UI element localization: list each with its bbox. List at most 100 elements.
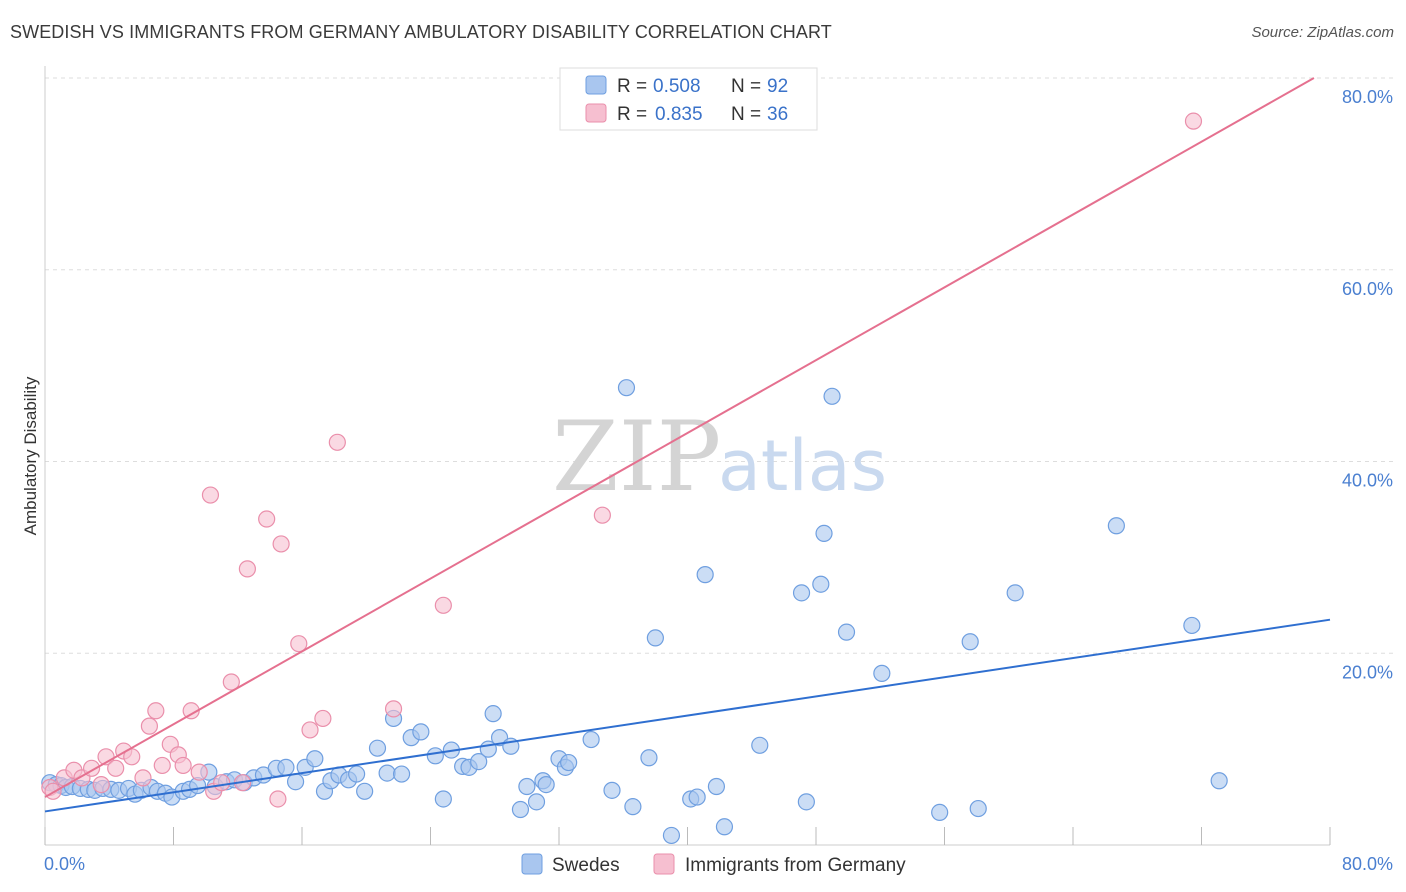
source-label: Source: ZipAtlas.com (1251, 24, 1394, 41)
germany-point-19 (190, 763, 208, 781)
germany-point-12 (140, 717, 159, 735)
x-tick-labels: 0.0% 80.0% (44, 854, 1393, 874)
swedes-point-72 (696, 566, 714, 584)
y-tick-labels: 20.0% 40.0% 60.0% 80.0% (1342, 87, 1393, 682)
swedes-point-85 (969, 799, 987, 818)
germany-point-32 (328, 433, 346, 451)
germany-point-1 (44, 782, 62, 800)
swedes-point-40 (378, 764, 396, 782)
germany-point-30 (301, 721, 319, 739)
axes (44, 66, 1331, 846)
swedes-point-76 (792, 584, 811, 602)
swedes-point-67 (640, 749, 658, 767)
chart-title: SWEDISH VS IMMIGRANTS FROM GERMANY AMBUL… (10, 22, 832, 42)
swedes-point-64 (603, 781, 621, 799)
swedes-point-84 (961, 633, 979, 651)
bottom-legend-label-germany: Immigrants from Germany (685, 855, 906, 876)
germany-trend-line (44, 77, 1315, 798)
swedes-point-39 (368, 739, 387, 757)
legend-swatch-pink (585, 103, 607, 123)
bottom-legend-swatch-germany (653, 853, 675, 875)
x-tick-label-0: 0.0% (44, 854, 85, 874)
germany-point-27 (269, 790, 287, 808)
legend-swatch-blue (585, 75, 607, 95)
swedes-point-57 (527, 793, 546, 811)
y-axis-label: Ambulatory Disability (21, 376, 40, 535)
y-tick-label-1: 40.0% (1342, 471, 1393, 491)
swedes-point-74 (715, 818, 734, 836)
germany-point-14 (153, 756, 171, 775)
germany-point-11 (134, 769, 152, 787)
germany-point-20 (201, 486, 220, 504)
germany-point-17 (174, 756, 192, 775)
swedes-point-71 (688, 788, 706, 806)
swedes-point-68 (646, 629, 664, 647)
swedes-point-55 (511, 800, 530, 819)
germany-point-36 (1184, 112, 1203, 130)
legend-n-label-2: N = (731, 104, 761, 125)
bottom-legend-swatch-swedes (521, 853, 543, 875)
germany-point-6 (92, 775, 110, 794)
swedes-point-59 (537, 775, 555, 794)
swedes-trend-line (44, 618, 1331, 813)
swedes-point-87 (1107, 517, 1125, 535)
germany-point-13 (147, 702, 165, 720)
stats-legend: R = 0.508 N = 92 R = 0.835 N = 36 (559, 67, 818, 131)
swedes-point-42 (392, 765, 411, 783)
legend-r-label-2: R = (617, 104, 647, 125)
swedes-point-62 (560, 753, 578, 772)
bottom-legend-label-swedes: Swedes (552, 855, 620, 876)
swedes-point-66 (624, 798, 642, 816)
germany-point-35 (593, 506, 611, 524)
germany-point-28 (272, 535, 290, 553)
x-tick-label-1: 80.0% (1342, 854, 1393, 874)
swedes-point-38 (356, 782, 374, 800)
y-tick-label-3: 80.0% (1342, 87, 1393, 107)
swedes-point-65 (617, 379, 636, 397)
swedes-point-52 (484, 705, 502, 723)
swedes-point-82 (873, 664, 891, 682)
swedes-point-32 (306, 750, 324, 768)
swedes-point-73 (707, 777, 726, 796)
series-legend: Swedes Immigrants from Germany (521, 853, 906, 876)
swedes-point-44 (412, 723, 430, 741)
watermark: ZIP atlas (552, 401, 887, 513)
swedes-point-69 (662, 826, 681, 845)
swedes-point-30 (286, 773, 305, 791)
swedes-point-46 (434, 790, 452, 808)
legend-r-label-1: R = (617, 76, 647, 97)
germany-point-34 (434, 596, 452, 614)
swedes-point-50 (470, 752, 488, 771)
germany-point-22 (213, 774, 231, 792)
swedes-point-83 (931, 803, 949, 822)
swedes-point-81 (837, 623, 856, 641)
swedes-points (41, 379, 1228, 845)
swedes-point-56 (518, 777, 536, 796)
swedes-point-80 (823, 387, 841, 405)
swedes-point-89 (1210, 772, 1228, 790)
germany-point-26 (258, 510, 276, 528)
germany-point-25 (238, 560, 256, 578)
legend-r-value-1: 0.508 (653, 76, 701, 97)
swedes-point-63 (582, 730, 600, 749)
swedes-point-29 (277, 758, 295, 776)
germany-point-29 (290, 635, 308, 653)
legend-n-label-1: N = (731, 76, 761, 97)
swedes-point-37 (348, 765, 366, 783)
germany-point-31 (314, 709, 332, 728)
watermark-atlas: atlas (718, 425, 887, 507)
germany-point-23 (222, 673, 240, 691)
swedes-point-78 (815, 524, 833, 543)
swedes-point-79 (812, 575, 830, 593)
swedes-point-45 (426, 747, 444, 765)
swedes-point-77 (797, 793, 815, 811)
legend-r-value-2: 0.835 (655, 104, 703, 125)
germany-point-8 (107, 759, 125, 777)
trend-lines (44, 77, 1331, 813)
germany-points (41, 112, 1203, 808)
swedes-point-88 (1183, 616, 1201, 635)
germany-point-33 (384, 700, 403, 718)
legend-n-value-2: 36 (767, 104, 788, 125)
swedes-point-86 (1006, 584, 1024, 602)
